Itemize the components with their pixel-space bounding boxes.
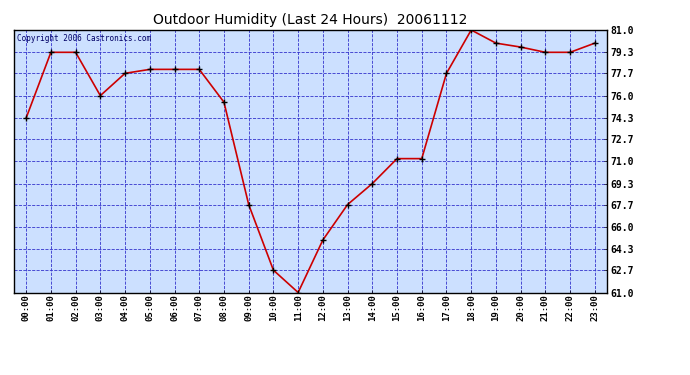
Text: Copyright 2006 Castronics.com: Copyright 2006 Castronics.com	[17, 34, 151, 43]
Title: Outdoor Humidity (Last 24 Hours)  20061112: Outdoor Humidity (Last 24 Hours) 2006111…	[153, 13, 468, 27]
